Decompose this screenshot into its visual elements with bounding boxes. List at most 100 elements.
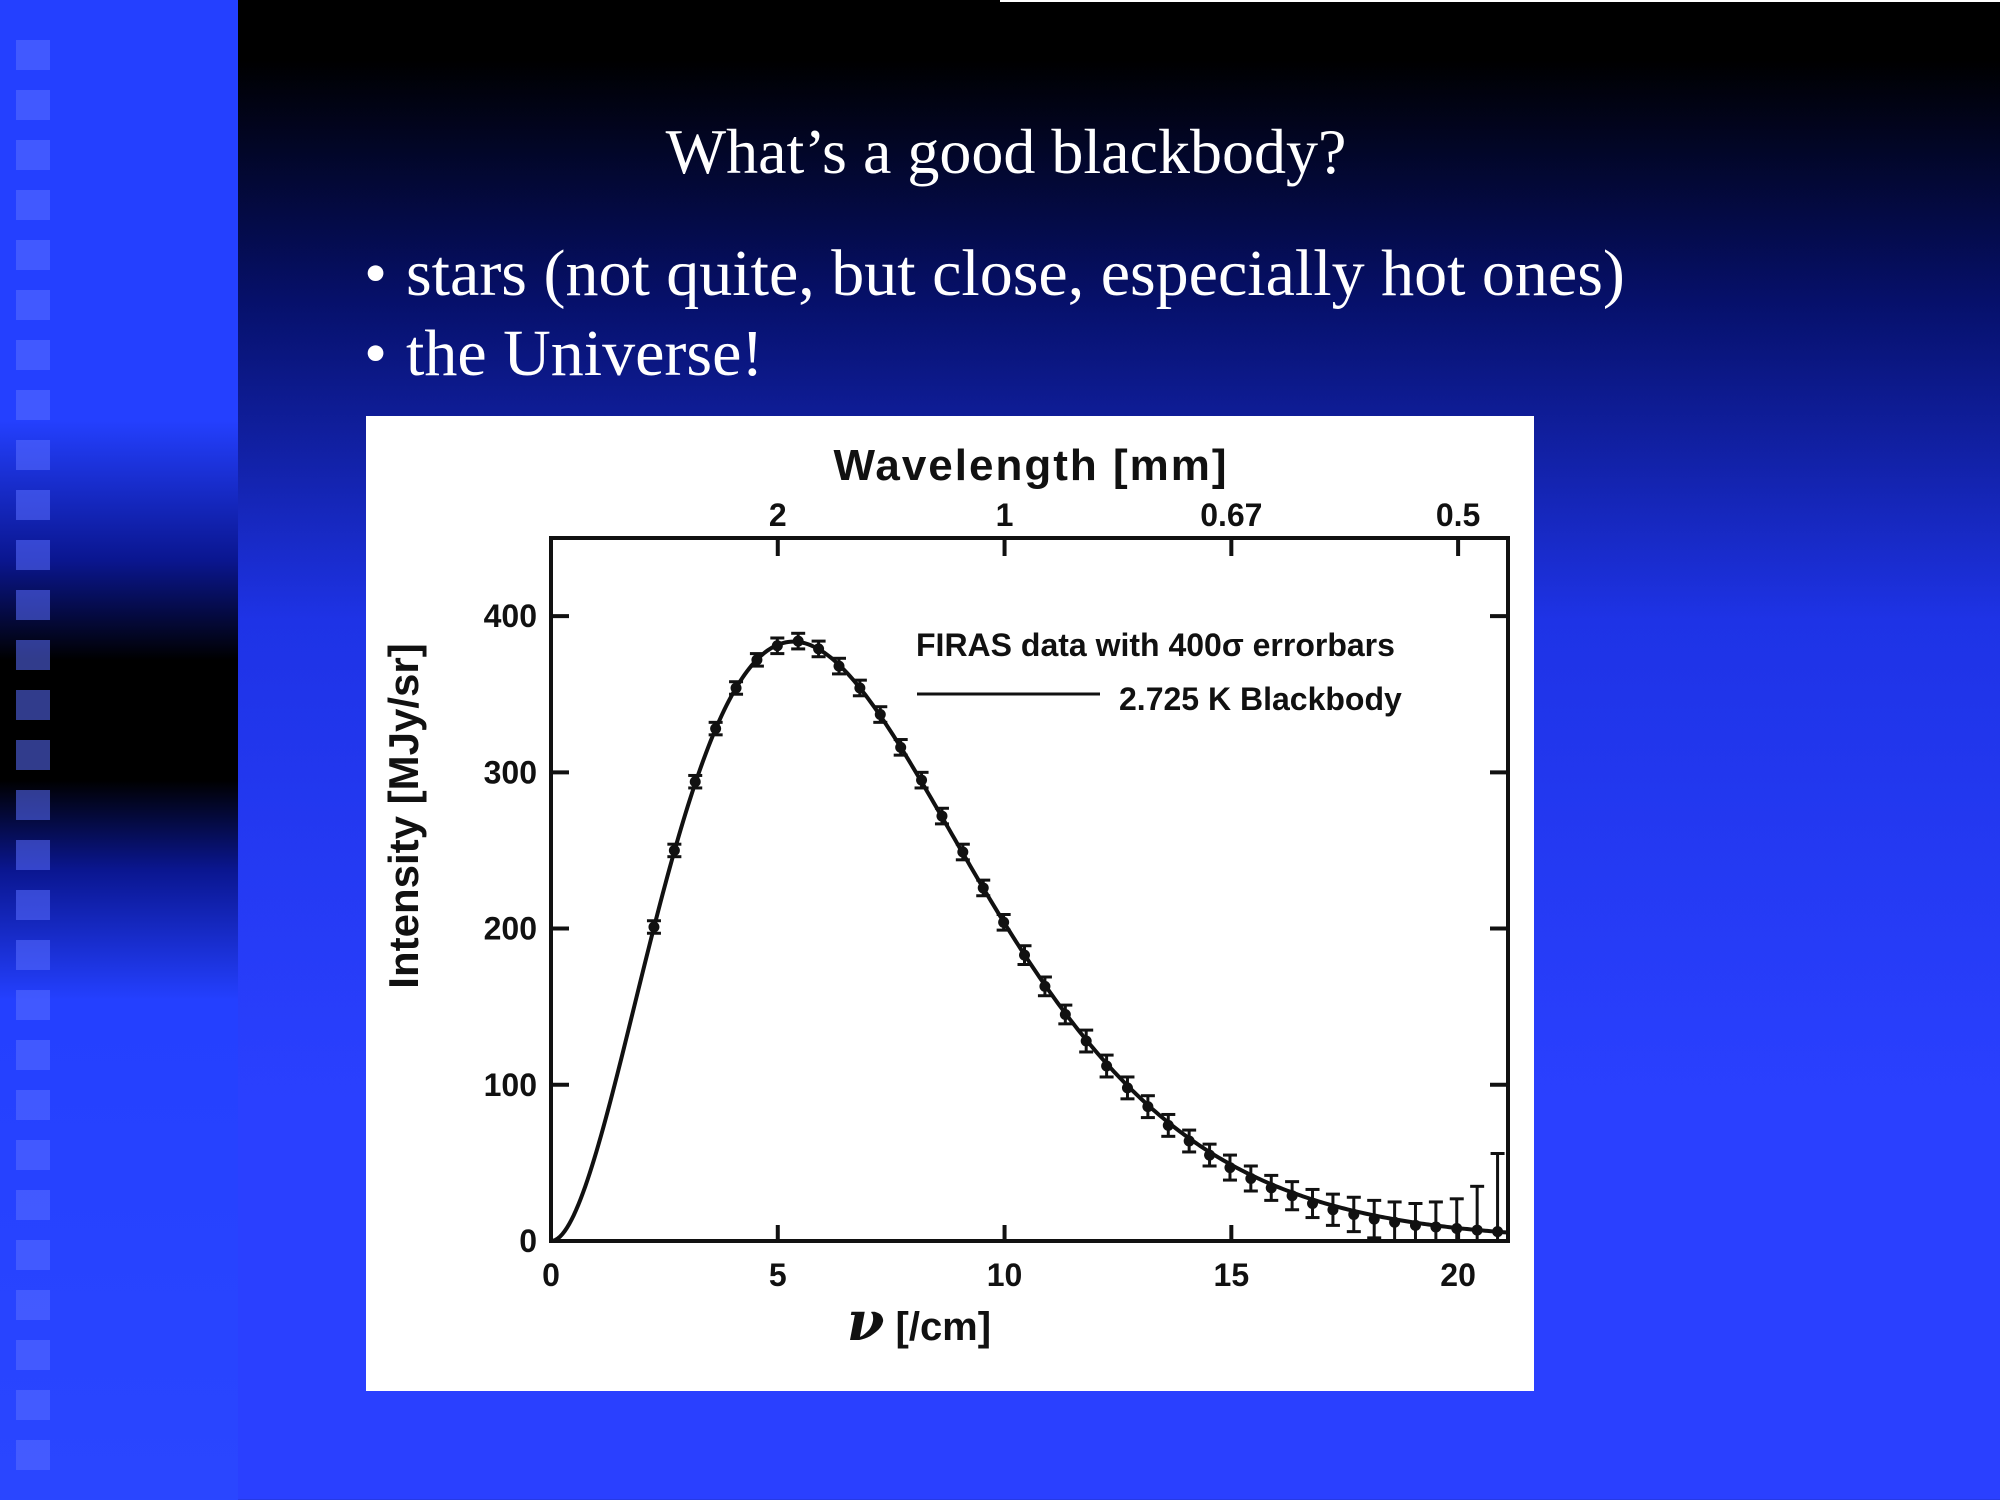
data-point bbox=[874, 709, 886, 721]
y-tick-label: 400 bbox=[484, 598, 537, 634]
x-tick-label: 0 bbox=[542, 1257, 560, 1293]
side-square bbox=[16, 990, 50, 1020]
data-point bbox=[1142, 1101, 1154, 1113]
x-axis-label: ν [/cm] bbox=[847, 1289, 991, 1353]
data-point bbox=[1286, 1190, 1298, 1202]
side-square bbox=[16, 490, 50, 520]
top-edge-line bbox=[0, 0, 2000, 2]
data-point bbox=[1245, 1173, 1257, 1185]
top-tick-label: 0.5 bbox=[1436, 497, 1480, 533]
side-square bbox=[16, 1440, 50, 1470]
side-square bbox=[16, 890, 50, 920]
side-square bbox=[16, 240, 50, 270]
data-point bbox=[1059, 1008, 1071, 1020]
side-square bbox=[16, 90, 50, 120]
data-point bbox=[1183, 1135, 1195, 1147]
x-tick-label: 20 bbox=[1440, 1257, 1476, 1293]
slide-title: What’s a good blackbody? bbox=[665, 116, 1347, 187]
side-square bbox=[16, 1240, 50, 1270]
top-tick-label: 0.67 bbox=[1200, 497, 1262, 533]
y-axis-label: Intensity [MJy/sr] bbox=[380, 643, 427, 988]
top-axis-label: Wavelength [mm] bbox=[833, 441, 1228, 490]
top-tick-label: 1 bbox=[996, 497, 1014, 533]
data-point bbox=[792, 635, 804, 647]
data-point bbox=[648, 921, 660, 933]
side-square bbox=[16, 1090, 50, 1120]
top-tick-label: 2 bbox=[769, 497, 787, 533]
data-point bbox=[1389, 1216, 1401, 1228]
side-square bbox=[16, 190, 50, 220]
side-square bbox=[16, 1390, 50, 1420]
data-point bbox=[771, 640, 783, 652]
data-point bbox=[751, 654, 763, 666]
data-point bbox=[689, 776, 701, 788]
data-point bbox=[936, 810, 948, 822]
bullet-item: • stars (not quite, but close, especially… bbox=[364, 234, 1964, 314]
data-point bbox=[1224, 1162, 1236, 1174]
side-square bbox=[16, 940, 50, 970]
x-tick-label: 5 bbox=[769, 1257, 787, 1293]
side-square bbox=[16, 790, 50, 820]
side-square bbox=[16, 390, 50, 420]
data-point bbox=[813, 643, 825, 655]
side-square bbox=[16, 1190, 50, 1220]
data-point bbox=[1204, 1149, 1216, 1161]
side-square-pattern bbox=[16, 40, 50, 1480]
side-square bbox=[16, 540, 50, 570]
legend-entry-firas: FIRAS data with 400σ errorbars bbox=[916, 627, 1395, 663]
data-point bbox=[1080, 1035, 1092, 1047]
data-point bbox=[1039, 980, 1051, 992]
side-square bbox=[16, 740, 50, 770]
data-point bbox=[1327, 1204, 1339, 1216]
plot-frame bbox=[549, 536, 1510, 1243]
side-square bbox=[16, 1340, 50, 1370]
bullet-list: • stars (not quite, but close, especially… bbox=[364, 234, 1964, 394]
side-square bbox=[16, 840, 50, 870]
data-point bbox=[895, 741, 907, 753]
data-point bbox=[668, 844, 680, 856]
data-point bbox=[1101, 1060, 1113, 1072]
bullet-marker: • bbox=[364, 237, 388, 310]
bullet-item: • the Universe! bbox=[364, 314, 1964, 394]
side-square bbox=[16, 140, 50, 170]
data-point bbox=[998, 916, 1010, 928]
x-tick-label: 10 bbox=[987, 1257, 1023, 1293]
bullet-text: stars (not quite, but close, especially … bbox=[406, 237, 1625, 310]
data-point bbox=[916, 774, 928, 786]
y-tick-label: 200 bbox=[484, 911, 537, 947]
side-square bbox=[16, 690, 50, 720]
side-square bbox=[16, 1290, 50, 1320]
data-point bbox=[730, 682, 742, 694]
y-tick-label: 100 bbox=[484, 1067, 537, 1103]
side-square bbox=[16, 1140, 50, 1170]
side-square bbox=[16, 1040, 50, 1070]
side-square bbox=[16, 640, 50, 670]
side-square bbox=[16, 440, 50, 470]
bullet-marker: • bbox=[364, 317, 388, 390]
data-point bbox=[833, 660, 845, 672]
data-point bbox=[1368, 1213, 1380, 1225]
data-point bbox=[710, 723, 722, 735]
x-tick-label: 15 bbox=[1214, 1257, 1250, 1293]
side-square bbox=[16, 40, 50, 70]
data-point bbox=[977, 882, 989, 894]
side-square bbox=[16, 590, 50, 620]
data-point bbox=[1307, 1198, 1319, 1210]
data-point bbox=[1492, 1226, 1504, 1238]
data-point bbox=[1162, 1119, 1174, 1131]
bullet-text: the Universe! bbox=[406, 317, 764, 390]
data-point bbox=[1348, 1208, 1360, 1220]
data-point bbox=[1121, 1082, 1133, 1094]
y-tick-label: 300 bbox=[484, 754, 537, 790]
side-square bbox=[16, 340, 50, 370]
legend: FIRAS data with 400σ errorbars 2.725 K B… bbox=[916, 627, 1402, 717]
data-point bbox=[1265, 1182, 1277, 1194]
side-decoration-bar bbox=[0, 0, 238, 1500]
legend-entry-blackbody: 2.725 K Blackbody bbox=[1119, 681, 1402, 717]
blackbody-curve bbox=[550, 639, 1509, 1243]
side-square bbox=[16, 290, 50, 320]
data-point bbox=[957, 846, 969, 858]
data-point bbox=[1019, 949, 1031, 961]
data-point bbox=[854, 682, 866, 694]
data-point bbox=[1409, 1219, 1421, 1231]
